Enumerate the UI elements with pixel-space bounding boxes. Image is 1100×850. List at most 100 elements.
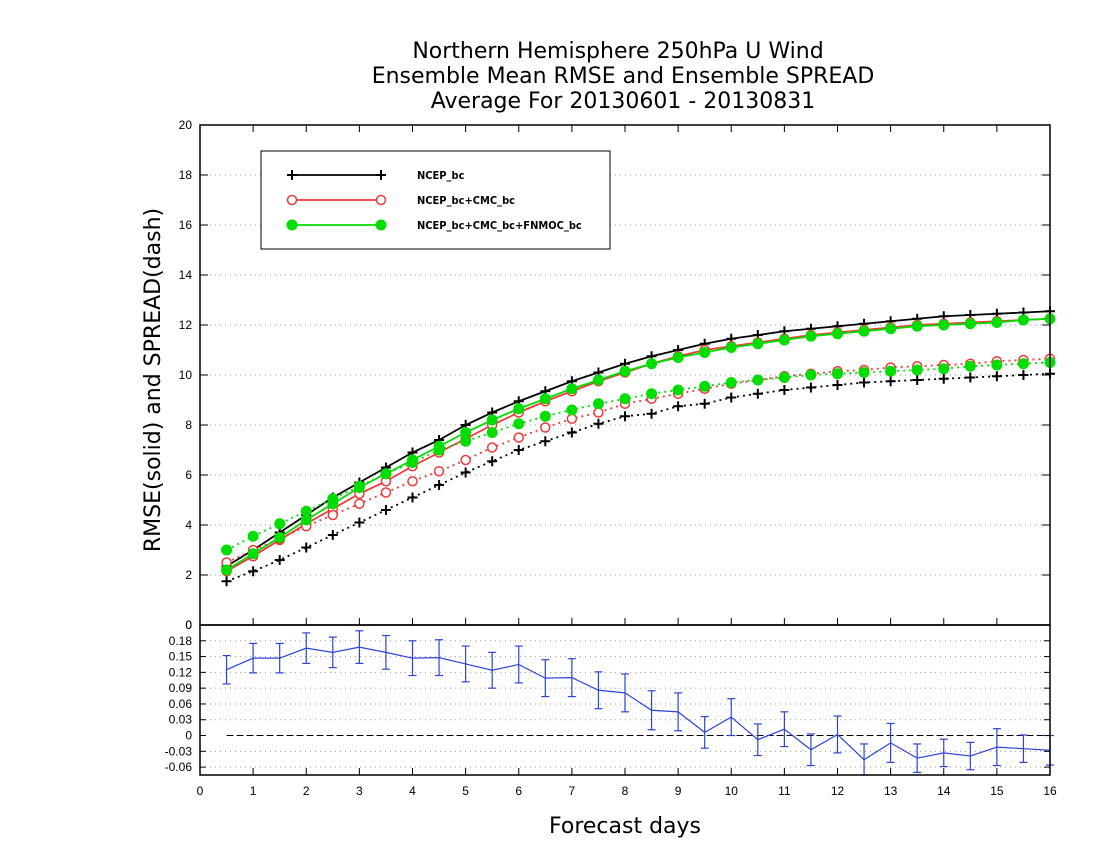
spread-point bbox=[1018, 370, 1029, 380]
spread-point bbox=[380, 487, 392, 498]
spread-point bbox=[327, 509, 339, 521]
spread-point bbox=[460, 454, 471, 466]
x-axis: 0 1 2 3 4 5 6 7 8 9 10 11 12 13 14 15 16 bbox=[197, 125, 1057, 798]
top-panel-y-axis: 0 2 4 6 8 10 12 14 16 18 20 bbox=[179, 118, 1050, 632]
top-y-tick-label: 4 bbox=[185, 518, 192, 532]
bottom-y-tick-label: -0.03 bbox=[165, 744, 193, 758]
spread-point bbox=[620, 411, 630, 422]
legend-item: NCEP_bc+CMC_bc bbox=[286, 194, 515, 207]
x-tick-label: 15 bbox=[990, 784, 1004, 798]
rmse-point bbox=[725, 342, 737, 353]
spread-point bbox=[805, 369, 817, 381]
spread-point bbox=[752, 388, 763, 399]
spread-point bbox=[593, 418, 604, 429]
spread-point bbox=[566, 404, 578, 416]
top-y-tick-label: 16 bbox=[179, 218, 193, 232]
rmse-point bbox=[672, 352, 684, 363]
spread-point bbox=[460, 435, 472, 447]
spread-point bbox=[991, 371, 1002, 382]
spread-point bbox=[539, 410, 551, 422]
chart-title-line-1: Northern Hemisphere 250hPa U Wind bbox=[412, 39, 823, 64]
spread-point bbox=[859, 377, 870, 388]
legend-marker bbox=[376, 170, 386, 180]
rmse-point bbox=[752, 338, 764, 350]
spread-point bbox=[354, 498, 365, 509]
x-tick-label: 5 bbox=[462, 784, 469, 798]
rmse-point bbox=[991, 317, 1003, 328]
x-tick-label: 1 bbox=[250, 784, 257, 798]
x-tick-label: 16 bbox=[1043, 784, 1057, 798]
x-tick-label: 3 bbox=[356, 784, 363, 798]
rmse-point bbox=[911, 320, 923, 332]
chart-title: Northern Hemisphere 250hPa U Wind Ensemb… bbox=[372, 39, 875, 114]
rmse-point bbox=[832, 328, 843, 340]
x-tick-label: 10 bbox=[725, 784, 739, 798]
spread-point bbox=[885, 376, 896, 387]
spread-point bbox=[513, 432, 524, 443]
spread-point bbox=[327, 493, 339, 505]
legend-items: NCEP_bc NCEP_bc+CMC_bc NCEP_bc+CMC_bc+FNMO… bbox=[286, 169, 582, 232]
spread-point bbox=[858, 367, 870, 378]
spread-point bbox=[699, 380, 711, 392]
spread-line bbox=[226, 372, 1051, 583]
rmse-line bbox=[226, 317, 1051, 573]
rmse-point bbox=[699, 347, 711, 358]
rmse-point bbox=[566, 383, 578, 395]
y-axis-label: RMSE(solid) and SPREAD(dash) bbox=[141, 208, 166, 552]
rmse-point bbox=[1017, 314, 1029, 326]
top-y-tick-label: 8 bbox=[185, 418, 192, 432]
spread-point bbox=[380, 468, 392, 480]
top-panel-series bbox=[221, 306, 1056, 587]
spread-point bbox=[274, 518, 286, 530]
bottom-y-tick-label: 0.18 bbox=[169, 634, 193, 648]
spread-point bbox=[566, 413, 578, 424]
rmse-point bbox=[247, 548, 259, 560]
x-axis-label: Forecast days bbox=[549, 814, 701, 839]
difference-line bbox=[226, 646, 1051, 761]
spread-point bbox=[619, 393, 631, 405]
legend-marker bbox=[286, 219, 298, 231]
rmse-point bbox=[858, 325, 870, 337]
spread-point bbox=[274, 555, 285, 565]
rmse-point bbox=[274, 532, 286, 543]
spread-point bbox=[433, 444, 445, 456]
spread-point bbox=[487, 456, 498, 467]
top-y-tick-label: 6 bbox=[185, 468, 192, 482]
rmse-point bbox=[805, 330, 817, 342]
spread-point bbox=[646, 408, 657, 419]
spread-point bbox=[938, 363, 950, 375]
x-tick-label: 7 bbox=[569, 784, 576, 798]
series-NCEP_bc+CMC_bc+FNMOC_bc bbox=[221, 313, 1056, 576]
x-tick-label: 8 bbox=[622, 784, 629, 798]
spread-point bbox=[407, 457, 418, 468]
rmse-point bbox=[964, 318, 976, 330]
rmse-point bbox=[778, 334, 790, 346]
legend-marker bbox=[287, 170, 297, 180]
legend-marker bbox=[286, 194, 298, 206]
chart-title-line-3: Average For 20130601 - 20130831 bbox=[431, 89, 816, 114]
spread-point bbox=[248, 566, 259, 577]
spread-point bbox=[486, 442, 498, 453]
rmse-point bbox=[619, 365, 631, 377]
spread-point bbox=[912, 375, 923, 385]
series-NCEP_bc bbox=[221, 306, 1055, 587]
spread-point bbox=[460, 467, 471, 478]
spread-point bbox=[353, 480, 365, 492]
top-y-tick-label: 2 bbox=[185, 568, 192, 582]
spread-point bbox=[221, 576, 232, 587]
spread-point bbox=[407, 492, 418, 503]
spread-point bbox=[752, 374, 764, 386]
spread-point bbox=[646, 388, 658, 400]
legend-label: NCEP_bc bbox=[417, 169, 465, 182]
series-NCEP_bc+CMC_bc bbox=[221, 313, 1056, 577]
x-tick-label: 2 bbox=[303, 784, 310, 798]
x-tick-label: 4 bbox=[409, 784, 416, 798]
spread-point bbox=[407, 476, 418, 487]
spread-point bbox=[965, 372, 976, 383]
rmse-line bbox=[226, 317, 1051, 571]
bottom-top-tick-label: 0 bbox=[185, 618, 192, 632]
top-y-tick-label: 14 bbox=[179, 268, 193, 282]
bottom-y-tick-label: 0.06 bbox=[169, 697, 193, 711]
